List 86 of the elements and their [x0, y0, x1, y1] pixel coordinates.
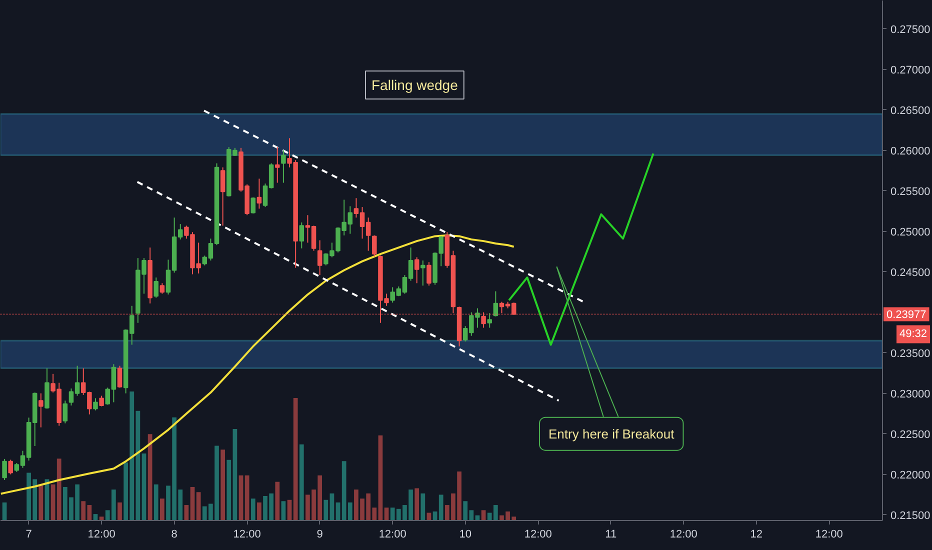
bar — [56, 458, 62, 520]
bar — [287, 500, 292, 520]
bar — [226, 460, 232, 520]
candlestick — [38, 392, 44, 428]
candlestick — [160, 282, 165, 294]
bar — [384, 508, 389, 520]
text: 49:32 — [900, 328, 928, 340]
x-tick-label: 10 — [459, 528, 472, 540]
candlestick — [414, 256, 420, 284]
candlestick — [8, 459, 13, 475]
annotation: Entry here if Breakout — [548, 426, 675, 442]
y-tick-label: 0.21500 — [890, 510, 930, 522]
candlestick — [154, 277, 159, 298]
bar — [244, 475, 250, 520]
bar — [293, 398, 298, 520]
x-tick-label: 11 — [605, 528, 617, 540]
bar — [432, 511, 438, 520]
bar — [438, 494, 444, 520]
bar — [257, 502, 262, 520]
bar — [232, 428, 238, 520]
bar — [136, 410, 140, 520]
ref-line-label: 0.23977 — [886, 309, 926, 322]
bar — [160, 498, 164, 520]
x-tick-label: 12:00 — [88, 528, 116, 540]
y-tick-label: 0.27500 — [890, 24, 930, 36]
candlestick — [256, 178, 262, 210]
x-tick-label: 12:00 — [670, 528, 698, 540]
y-tick-label: 0.23000 — [890, 388, 930, 400]
candlestick — [420, 260, 426, 286]
candlestick — [299, 222, 304, 249]
bar — [414, 488, 420, 520]
candlestick — [317, 240, 322, 276]
y-tick-label: 0.27000 — [890, 64, 930, 76]
candlestick — [281, 150, 286, 184]
bar — [93, 514, 98, 520]
x-tick-label: 12:00 — [524, 528, 552, 540]
candlestick — [372, 234, 377, 257]
x-tick-label: 9 — [316, 528, 323, 540]
bar — [2, 502, 7, 520]
bar — [281, 501, 286, 520]
candlestick — [220, 166, 226, 226]
annotation: Falling wedge — [371, 77, 458, 94]
candlestick — [250, 196, 256, 214]
bar — [238, 475, 244, 520]
candlestick — [275, 146, 280, 184]
y-tick-label: 0.25000 — [890, 226, 930, 238]
candlestick — [62, 400, 68, 424]
bar — [50, 484, 56, 520]
y-tick-label: 0.26500 — [890, 104, 930, 117]
bar — [299, 444, 304, 520]
bar — [420, 493, 426, 520]
bar — [250, 498, 256, 520]
x-tick-label: 12:00 — [233, 528, 261, 540]
y-tick-label: 0.26000 — [890, 145, 930, 158]
y-tick-label: 0.24500 — [890, 266, 930, 279]
candlestick — [93, 398, 98, 411]
bar — [330, 493, 334, 520]
y-tick-label: 0.22500 — [890, 428, 930, 441]
x-tick-label: 7 — [26, 528, 32, 540]
bar — [275, 482, 280, 520]
x-tick-label: 12:00 — [815, 528, 843, 540]
bar — [190, 486, 195, 520]
bar — [481, 510, 486, 520]
bar — [38, 486, 44, 520]
bar — [196, 492, 201, 520]
bar — [142, 453, 146, 520]
candlestick — [117, 365, 122, 388]
y-tick-label: 0.23500 — [890, 348, 930, 360]
bar — [324, 500, 328, 520]
bar — [184, 505, 189, 520]
x-tick-label: 12 — [750, 528, 763, 540]
x-tick-label: 8 — [171, 528, 178, 540]
bar — [378, 435, 383, 520]
candlestick — [493, 290, 498, 317]
y-tick-label: 0.22000 — [890, 469, 930, 482]
bar — [99, 516, 104, 520]
candlestick — [487, 312, 492, 328]
bar — [336, 502, 340, 520]
bar — [220, 450, 225, 520]
x-tick-label: 12:00 — [378, 528, 406, 540]
candlestick — [2, 458, 7, 480]
bar — [118, 502, 122, 520]
candlestick — [99, 395, 104, 407]
y-tick-label: 0.25500 — [890, 186, 930, 198]
candlestick — [426, 262, 432, 286]
bar — [154, 484, 158, 520]
